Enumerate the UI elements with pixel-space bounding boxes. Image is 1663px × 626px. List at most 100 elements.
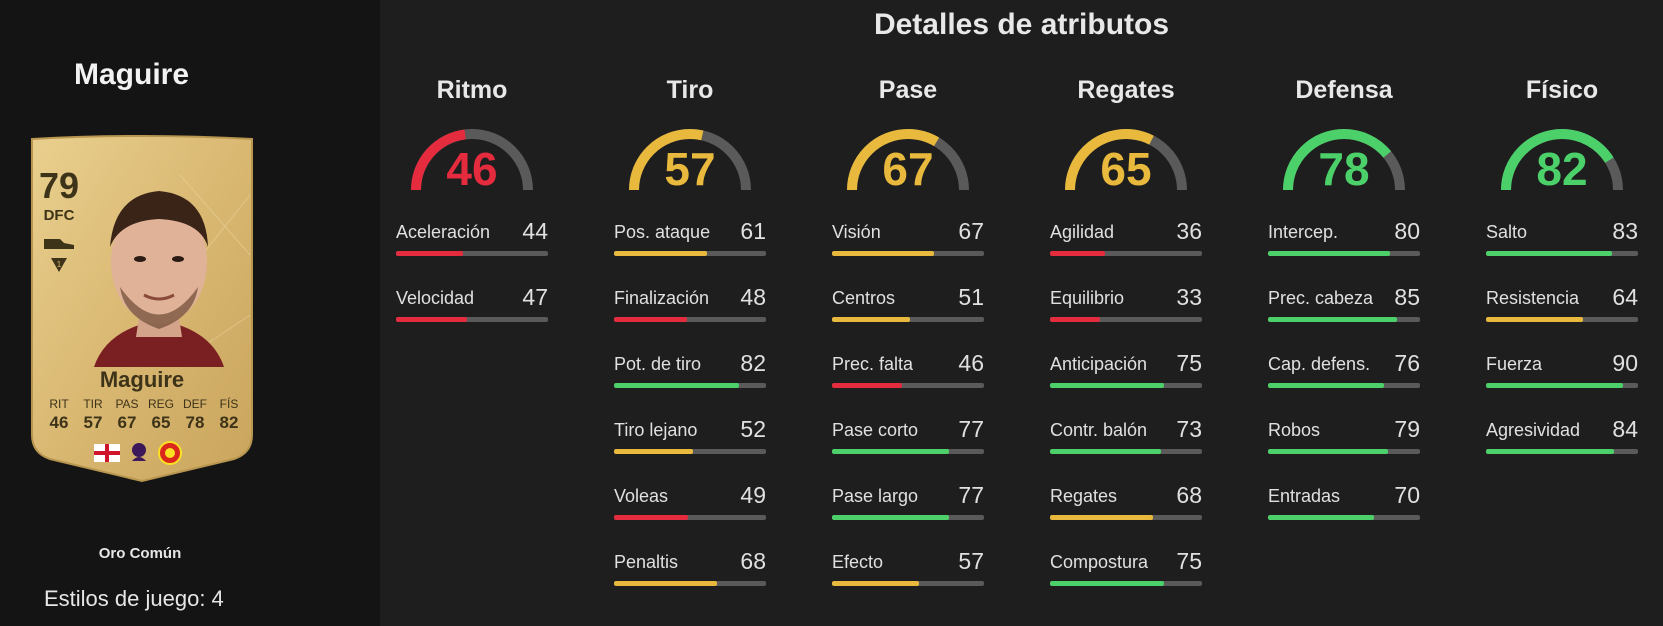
stat-label: Visión (832, 222, 881, 242)
stat-row[interactable]: Visión 67 (828, 210, 988, 276)
stat-bar-fill (1268, 449, 1389, 454)
stat-row[interactable]: Tiro lejano 52 (610, 408, 770, 474)
stat-row[interactable]: Compostura 75 (1046, 540, 1206, 606)
stat-row[interactable]: Pase largo 77 (828, 474, 988, 540)
stat-bar-fill (396, 251, 463, 256)
stat-value: 82 (740, 350, 766, 376)
stat-row[interactable]: Aceleración 44 (392, 210, 552, 276)
player-name: Maguire (74, 58, 190, 91)
stat-label: Voleas (614, 486, 669, 506)
stat-value: 52 (740, 416, 766, 442)
stat-row[interactable]: Regates 68 (1046, 474, 1206, 540)
card-stat-label: TIR (83, 397, 103, 411)
stat-row[interactable]: Efecto 57 (828, 540, 988, 606)
stat-value: 57 (958, 548, 984, 574)
category-title: Defensa (1295, 76, 1393, 104)
card-type-label: Oro Común (98, 545, 182, 562)
gauge-arc (847, 129, 969, 191)
gauge-arc (1065, 129, 1187, 191)
stat-row[interactable]: Agresividad 84 (1482, 408, 1642, 474)
stat-label: Compostura (1050, 552, 1149, 572)
stat-bar-track (614, 383, 766, 388)
gauge-arc (1501, 129, 1623, 191)
stat-bar-track (1050, 449, 1202, 454)
stat-label: Pos. ataque (614, 222, 711, 242)
stat-bar-fill (614, 515, 689, 520)
stat-value: 85 (1394, 284, 1420, 310)
stat-bar-fill (1268, 383, 1384, 388)
stat-value: 33 (1176, 284, 1202, 310)
stat-row[interactable]: Centros 51 (828, 276, 988, 342)
stat-label: Agilidad (1050, 222, 1115, 242)
stat-bar-fill (832, 515, 950, 520)
stat-row[interactable]: Contr. balón 73 (1046, 408, 1206, 474)
stat-row[interactable]: Entradas 70 (1264, 474, 1424, 540)
stat-bar-track (1050, 515, 1202, 520)
card-stat-value: 82 (219, 413, 239, 432)
player-face-icon (94, 191, 224, 367)
gauge-fill (411, 129, 533, 191)
stat-label: Equilibrio (1050, 288, 1125, 308)
stat-label: Cap. defens. (1268, 354, 1371, 374)
stat-row[interactable]: Agilidad 36 (1046, 210, 1206, 276)
stat-bar-fill (832, 383, 902, 388)
stat-value: 75 (1176, 548, 1202, 574)
stat-bar-track (1268, 317, 1420, 322)
card-stat-label: REG (147, 397, 174, 411)
stat-bar-fill (1486, 383, 1623, 388)
gauge-fill (629, 129, 751, 191)
player-card-panel: Maguire 79 DFC 1 (0, 0, 380, 626)
stat-row[interactable]: Prec. cabeza 85 (1264, 276, 1424, 342)
boot-icon (44, 239, 74, 249)
stat-value: 83 (1612, 218, 1638, 244)
card-position: DFC (43, 207, 75, 224)
stat-value: 84 (1612, 416, 1638, 442)
stat-row[interactable]: Pot. de tiro 82 (610, 342, 770, 408)
stat-row[interactable]: Equilibrio 33 (1046, 276, 1206, 342)
card-stat-value: 57 (83, 413, 103, 432)
stat-row[interactable]: Resistencia 64 (1482, 276, 1642, 342)
playstyles-count[interactable]: Estilos de juego: 4 (44, 586, 224, 611)
card-stat-def: DEF 78 (180, 397, 210, 433)
stat-bar-track (1268, 383, 1420, 388)
stat-row[interactable]: Finalización 48 (610, 276, 770, 342)
stat-list: Aceleración 44 Velocidad 47 (392, 210, 552, 342)
stat-row[interactable]: Robos 79 (1264, 408, 1424, 474)
category-title: Ritmo (436, 76, 508, 104)
svg-text:1: 1 (57, 260, 62, 269)
stat-row[interactable]: Pos. ataque 61 (610, 210, 770, 276)
stat-bar-fill (1050, 581, 1164, 586)
stat-value: 49 (740, 482, 766, 508)
stat-bar-track (1486, 251, 1638, 256)
category-value: 46 (446, 143, 498, 195)
stat-row[interactable]: Intercep. 80 (1264, 210, 1424, 276)
stat-row[interactable]: Voleas 49 (610, 474, 770, 540)
attribute-column-0: Ritmo 46 Aceleración 44 Velocidad 47 (392, 70, 552, 342)
stat-value: 64 (1612, 284, 1638, 310)
stat-bar-track (396, 317, 548, 322)
stat-label: Robos (1268, 420, 1321, 440)
player-card[interactable]: 79 DFC 1 Maguire RIT 46 TIR (20, 135, 264, 483)
stat-value: 73 (1176, 416, 1202, 442)
attribute-column-2: Pase 67 Visión 67 Centros 51 Prec. falta 46 Pase… (828, 70, 988, 606)
stat-row[interactable]: Anticipación 75 (1046, 342, 1206, 408)
stat-row[interactable]: Velocidad 47 (392, 276, 552, 342)
stat-bar-track (1486, 317, 1638, 322)
stat-row[interactable]: Prec. falta 46 (828, 342, 988, 408)
stat-row[interactable]: Fuerza 90 (1482, 342, 1642, 408)
stat-label: Salto (1486, 222, 1528, 242)
gauge-fill (1283, 129, 1405, 191)
stat-value: 77 (958, 416, 984, 442)
stat-list: Visión 67 Centros 51 Prec. falta 46 Pase corto… (828, 210, 988, 606)
stat-row[interactable]: Penaltis 68 (610, 540, 770, 606)
stat-row[interactable]: Pase corto 77 (828, 408, 988, 474)
stat-value: 79 (1394, 416, 1420, 442)
stat-bar-track (1050, 581, 1202, 586)
stat-row[interactable]: Cap. defens. 76 (1264, 342, 1424, 408)
stat-label: Prec. falta (832, 354, 914, 374)
stat-bar-track (1268, 449, 1420, 454)
manchester-united-crest-icon (158, 441, 182, 465)
stat-value: 44 (522, 218, 548, 244)
category-gauge: 67 (843, 120, 973, 198)
stat-row[interactable]: Salto 83 (1482, 210, 1642, 276)
